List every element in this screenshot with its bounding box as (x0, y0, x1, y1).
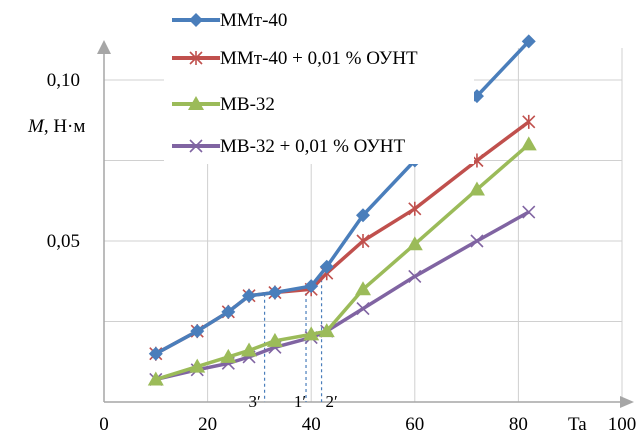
data-point (356, 234, 370, 248)
data-point (355, 281, 371, 296)
legend-label: ММт-40 (220, 10, 287, 31)
data-point (188, 96, 204, 110)
x-tick-label: 60 (405, 414, 424, 435)
data-point (521, 34, 536, 49)
axes (97, 40, 634, 408)
data-point (319, 259, 334, 274)
data-point (408, 269, 422, 283)
data-point (522, 114, 536, 129)
legend: ММт-40 ММт-40 + 0,01 % ОУНТ МВ-32 МВ-32 + 0… (164, 0, 474, 164)
y-axis-label: M, Н·м (27, 116, 85, 137)
data-point (221, 304, 236, 319)
data-point (190, 324, 205, 339)
series-line (155, 143, 530, 382)
annotation-label: 1′ (294, 392, 306, 411)
data-point (189, 13, 203, 27)
data-point (406, 236, 423, 251)
series-3 (147, 136, 537, 386)
legend-label: МВ-32 (220, 94, 275, 115)
data-point (241, 342, 258, 357)
x-tick-label: 0 (99, 414, 109, 435)
y-axis-arrow (97, 40, 111, 54)
data-point (356, 208, 370, 223)
x-tick-label: 100 (608, 414, 636, 435)
legend-label: ММт-40 + 0,01 % ОУНТ (220, 48, 418, 69)
legend-label: МВ-32 + 0,01 % ОУНТ (220, 136, 406, 157)
x-axis-label: Ta (568, 414, 587, 435)
annotation-label: 2′ (325, 392, 337, 411)
data-point (148, 346, 163, 361)
data-point (242, 288, 257, 303)
data-point (522, 205, 536, 219)
data-point (189, 139, 203, 153)
data-point (220, 348, 237, 363)
y-tick-label: 0,05 (47, 231, 80, 252)
data-point (266, 332, 283, 347)
data-point (318, 323, 335, 338)
data-point (147, 371, 164, 386)
y-tick-label: 0,10 (47, 70, 80, 91)
data-point (470, 234, 484, 248)
data-point (468, 181, 485, 196)
x-tick-label: 20 (198, 414, 217, 435)
data-point (267, 285, 282, 300)
data-point (189, 51, 203, 65)
data-point (520, 136, 537, 151)
data-point (304, 279, 319, 294)
annotations: 3′ 1′ 2′ (248, 273, 338, 411)
x-axis-arrow (620, 396, 634, 408)
data-point (303, 326, 320, 341)
data-point (356, 302, 370, 316)
tick-labels: 0 20 40 60 80 100 0,05 0,10 (47, 70, 636, 435)
x-tick-label: 80 (509, 414, 528, 435)
x-tick-label: 40 (302, 414, 321, 435)
legend-background (164, 0, 474, 164)
annotation-label: 3′ (248, 392, 260, 411)
data-point (408, 201, 422, 216)
data-point (189, 358, 206, 373)
